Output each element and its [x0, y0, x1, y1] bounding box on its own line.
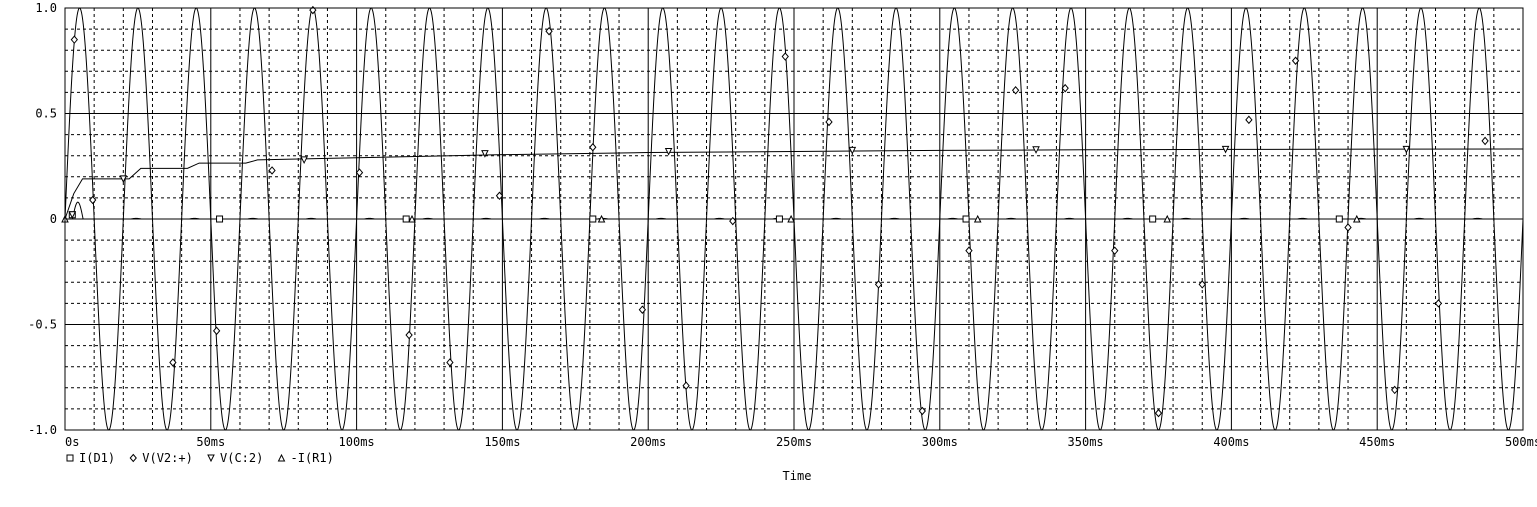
- marker-diamond-V(V2:+): [729, 216, 737, 226]
- marker-diamond-V(V2:+): [70, 35, 78, 44]
- marker-diamond-V(V2:+): [1245, 115, 1253, 125]
- x-tick-label: 200ms: [630, 435, 666, 449]
- marker-diamond-V(V2:+): [1481, 136, 1489, 146]
- marker-triangle-down-V(C:2): [1221, 145, 1230, 154]
- marker-diamond-V(V2:+): [1111, 246, 1119, 255]
- marker-square-I(D1): [589, 215, 597, 223]
- marker-diamond-V(V2:+): [169, 358, 177, 367]
- x-tick-label: 50ms: [196, 435, 225, 449]
- marker-square-I(D1): [1149, 215, 1157, 223]
- x-tick-label: 100ms: [339, 435, 375, 449]
- marker-triangle-down-V(C:2): [481, 150, 489, 158]
- marker-triangle-down-V(C:2): [68, 211, 77, 219]
- legend-triangle-down-icon: [207, 454, 215, 463]
- marker-square-I(D1): [775, 215, 783, 223]
- x-tick-label: 350ms: [1068, 435, 1104, 449]
- marker-triangle-up--I(R1): [597, 214, 606, 223]
- x-tick-label: 400ms: [1213, 435, 1249, 449]
- marker-diamond-V(V2:+): [1434, 299, 1443, 308]
- y-tick-label: 1.0: [35, 1, 57, 15]
- series-markers: [61, 5, 1489, 418]
- y-tick-label: -0.5: [28, 318, 57, 332]
- marker-diamond-V(V2:+): [355, 168, 364, 177]
- marker-diamond-V(V2:+): [405, 330, 413, 340]
- marker-diamond-V(V2:+): [825, 117, 833, 127]
- marker-triangle-up--I(R1): [1352, 214, 1361, 223]
- x-tick-label: 250ms: [776, 435, 812, 449]
- marker-diamond-V(V2:+): [781, 52, 789, 61]
- marker-diamond-V(V2:+): [268, 166, 276, 175]
- marker-triangle-down-V(C:2): [848, 146, 857, 155]
- marker-diamond-V(V2:+): [1291, 56, 1300, 66]
- marker-diamond-V(V2:+): [446, 358, 454, 367]
- marker-triangle-down-V(C:2): [119, 175, 128, 184]
- marker-diamond-V(V2:+): [874, 280, 883, 289]
- marker-diamond-V(V2:+): [1154, 408, 1163, 418]
- marker-triangle-down-V(C:2): [300, 156, 308, 165]
- y-tick-labels: -1.0 -0.5 0 0.5 1.0: [28, 1, 57, 437]
- marker-diamond-V(V2:+): [1391, 385, 1399, 395]
- legend-triangle-up-icon: [277, 453, 286, 462]
- marker-triangle-down-V(C:2): [1402, 145, 1411, 154]
- marker-triangle-up--I(R1): [408, 214, 416, 223]
- marker-diamond-V(V2:+): [682, 381, 690, 390]
- x-tick-label: 300ms: [922, 435, 958, 449]
- plot-frame: [64, 7, 1524, 431]
- y-tick-label: 0: [50, 212, 57, 226]
- marker-diamond-V(V2:+): [89, 195, 97, 205]
- marker-diamond-V(V2:+): [965, 246, 973, 255]
- marker-diamond-V(V2:+): [212, 326, 221, 336]
- marker-square-I(D1): [1335, 215, 1343, 223]
- marker-diamond-V(V2:+): [495, 191, 504, 201]
- x-tick-label: 500ms: [1505, 435, 1537, 449]
- marker-diamond-V(V2:+): [1198, 280, 1206, 289]
- y-tick-label: 0.5: [35, 107, 57, 121]
- marker-diamond-V(V2:+): [589, 142, 597, 152]
- legend-label: -I(R1): [291, 451, 334, 465]
- marker-triangle-up--I(R1): [1163, 214, 1172, 223]
- legend-diamond-icon: [129, 453, 137, 463]
- marker-square-I(D1): [402, 215, 410, 223]
- x-tick-labels: 0s 50ms 100ms 150ms 200ms 250ms 300ms 350ms 400m…: [65, 435, 1537, 449]
- legend-label: I(D1): [79, 451, 115, 465]
- marker-triangle-down-V(C:2): [1032, 146, 1040, 154]
- marker-triangle-up--I(R1): [787, 214, 795, 223]
- x-tick-label: 150ms: [484, 435, 520, 449]
- x-axis-title: Time: [783, 469, 812, 483]
- marker-diamond-V(V2:+): [1061, 83, 1069, 93]
- legend-square-icon: [66, 454, 74, 462]
- marker-diamond-V(V2:+): [309, 5, 317, 15]
- marker-triangle-down-V(C:2): [664, 147, 673, 156]
- x-tick-label: 450ms: [1359, 435, 1395, 449]
- marker-square-I(D1): [216, 215, 224, 223]
- legend-label: V(C:2): [220, 451, 263, 465]
- marker-diamond-V(V2:+): [638, 305, 647, 314]
- marker-square-I(D1): [962, 215, 970, 223]
- y-tick-label: -1.0: [28, 423, 57, 437]
- marker-triangle-up--I(R1): [973, 214, 982, 223]
- marker-diamond-V(V2:+): [1344, 223, 1352, 232]
- legend: I(D1) V(V2:+) V(C:2) -I(R1): [66, 451, 334, 465]
- marker-diamond-V(V2:+): [1011, 86, 1020, 95]
- x-tick-label: 0s: [65, 435, 79, 449]
- marker-diamond-V(V2:+): [545, 26, 553, 36]
- marker-diamond-V(V2:+): [918, 406, 926, 416]
- legend-label: V(V2:+): [142, 451, 193, 465]
